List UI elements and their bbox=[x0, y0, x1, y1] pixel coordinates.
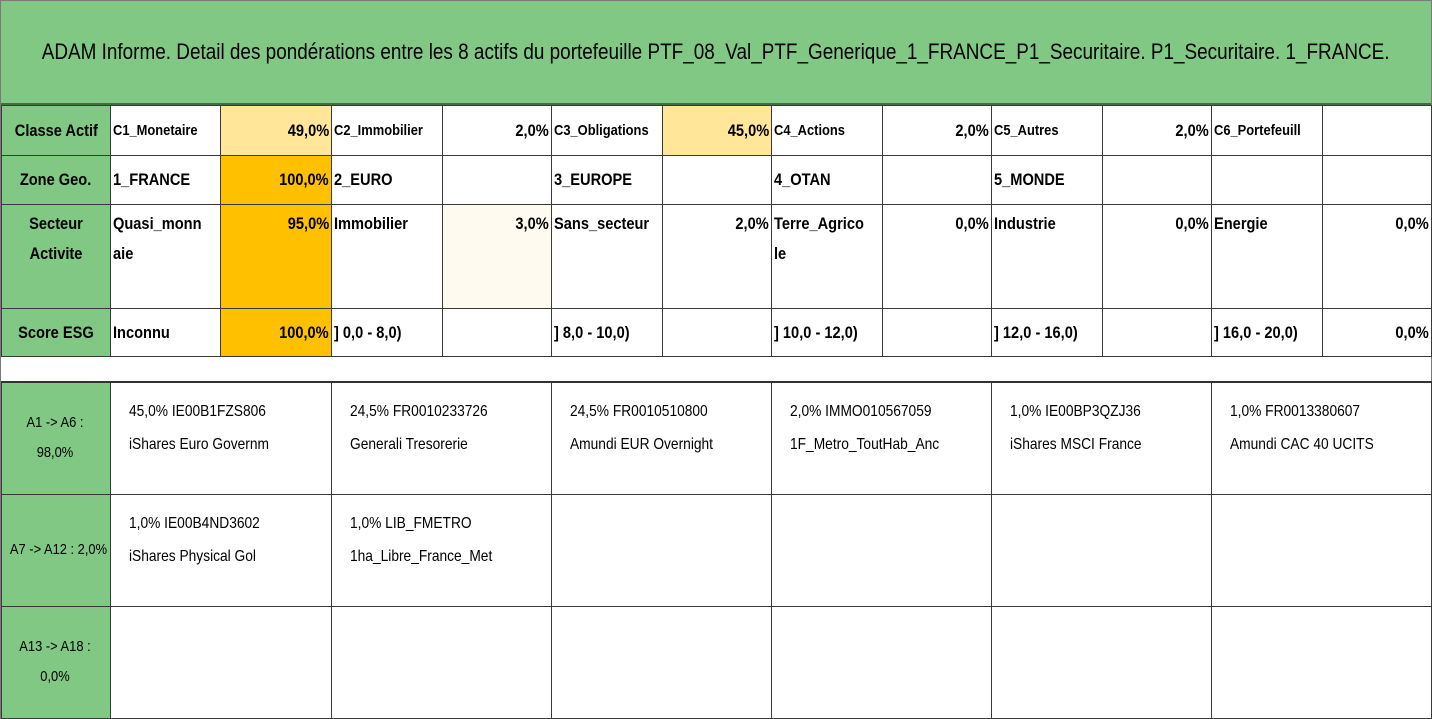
asset-cell-empty bbox=[551, 493, 772, 607]
zone-value-2 bbox=[442, 155, 552, 205]
weights-table: Classe Actif C1_Monetaire 49,0% C2_Immob… bbox=[1, 105, 1432, 357]
classe-value-5: 2,0% bbox=[1102, 105, 1212, 156]
asset-group-label: A7 -> A12 : 2,0% bbox=[1, 493, 111, 607]
classe-label-6: C6_Portefeuill bbox=[1211, 105, 1323, 156]
esg-value-6: 0,0% bbox=[1322, 308, 1432, 357]
row-score-esg: Score ESG Inconnu 100,0% ] 0,0 - 8,0) ] … bbox=[1, 308, 1432, 357]
classe-label-4: C4_Actions bbox=[771, 105, 883, 156]
esg-label-3: ] 8,0 - 10,0) bbox=[551, 308, 663, 357]
asset-cell-empty bbox=[331, 605, 552, 719]
asset-group-row: A13 -> A18 : 0,0% bbox=[1, 605, 1432, 719]
asset-cell: 1,0% IE00B4ND3602 iShares Physical Gol bbox=[110, 493, 332, 607]
asset-cell-empty bbox=[771, 493, 992, 607]
secteur-label-4: Terre_Agricole bbox=[771, 204, 883, 309]
classe-label-3: C3_Obligations bbox=[551, 105, 663, 156]
zone-label-2: 2_EURO bbox=[331, 155, 443, 205]
zone-value-5 bbox=[1102, 155, 1212, 205]
esg-label-4: ] 10,0 - 12,0) bbox=[771, 308, 883, 357]
asset-cell: 24,5% FR0010233726 Generali Tresorerie bbox=[331, 381, 552, 495]
secteur-label-2: Immobilier bbox=[331, 204, 443, 309]
secteur-value-5: 0,0% bbox=[1102, 204, 1212, 309]
row-header-zone: Zone Geo. bbox=[1, 155, 111, 205]
secteur-label-1: Quasi_monnaie bbox=[110, 204, 221, 309]
asset-cell-empty bbox=[551, 605, 772, 719]
asset-cell-empty bbox=[110, 605, 332, 719]
secteur-value-1: 95,0% bbox=[220, 204, 332, 309]
zone-value-4 bbox=[882, 155, 992, 205]
secteur-label-3: Sans_secteur bbox=[551, 204, 663, 309]
classe-label-1: C1_Monetaire bbox=[110, 105, 221, 156]
classe-label-2: C2_Immobilier bbox=[331, 105, 443, 156]
esg-value-4 bbox=[882, 308, 992, 357]
classe-value-1: 49,0% bbox=[220, 105, 332, 156]
row-header-secteur: Secteur Activite bbox=[1, 204, 111, 309]
esg-value-1: 100,0% bbox=[220, 308, 332, 357]
zone-value-1: 100,0% bbox=[220, 155, 332, 205]
secteur-value-4: 0,0% bbox=[882, 204, 992, 309]
asset-group-label: A1 -> A6 : 98,0% bbox=[1, 381, 111, 495]
assets-table: A1 -> A6 : 98,0% 45,0% IE00B1FZS806 iShar… bbox=[1, 381, 1432, 719]
esg-label-2: ] 0,0 - 8,0) bbox=[331, 308, 443, 357]
asset-cell-empty bbox=[1211, 493, 1432, 607]
esg-value-5 bbox=[1102, 308, 1212, 357]
asset-cell-empty bbox=[991, 493, 1212, 607]
zone-value-3 bbox=[662, 155, 772, 205]
classe-value-2: 2,0% bbox=[442, 105, 552, 156]
zone-label-6 bbox=[1211, 155, 1323, 205]
asset-cell-empty bbox=[991, 605, 1212, 719]
secteur-label-6: Energie bbox=[1211, 204, 1323, 309]
esg-label-5: ] 12,0 - 16,0) bbox=[991, 308, 1103, 357]
title-bar: ADAM Informe. Detail des pondérations en… bbox=[1, 1, 1431, 105]
asset-cell: 24,5% FR0010510800 Amundi EUR Overnight bbox=[551, 381, 772, 495]
asset-cell-empty bbox=[1211, 605, 1432, 719]
secteur-value-6: 0,0% bbox=[1322, 204, 1432, 309]
asset-cell: 1,0% LIB_FMETRO 1ha_Libre_France_Met bbox=[331, 493, 552, 607]
zone-value-6 bbox=[1322, 155, 1432, 205]
asset-cell: 2,0% IMMO010567059 1F_Metro_ToutHab_Anc bbox=[771, 381, 992, 495]
row-header-esg: Score ESG bbox=[1, 308, 111, 357]
classe-value-3: 45,0% bbox=[662, 105, 772, 156]
secteur-value-3: 2,0% bbox=[662, 204, 772, 309]
secteur-value-2: 3,0% bbox=[442, 204, 552, 309]
esg-value-2 bbox=[442, 308, 552, 357]
esg-value-3 bbox=[662, 308, 772, 357]
row-classe-actif: Classe Actif C1_Monetaire 49,0% C2_Immob… bbox=[1, 105, 1432, 156]
row-secteur-activite: Secteur Activite Quasi_monnaie 95,0% Imm… bbox=[1, 204, 1432, 309]
asset-cell: 1,0% IE00BP3QZJ36 iShares MSCI France bbox=[991, 381, 1212, 495]
asset-group-row: A7 -> A12 : 2,0% 1,0% IE00B4ND3602 iShare… bbox=[1, 493, 1432, 607]
esg-label-6: ] 16,0 - 20,0) bbox=[1211, 308, 1323, 357]
classe-value-4: 2,0% bbox=[882, 105, 992, 156]
esg-label-1: Inconnu bbox=[110, 308, 221, 357]
secteur-label-5: Industrie bbox=[991, 204, 1103, 309]
classe-value-6 bbox=[1322, 105, 1432, 156]
zone-label-1: 1_FRANCE bbox=[110, 155, 221, 205]
row-zone-geo: Zone Geo. 1_FRANCE 100,0% 2_EURO 3_EUROP… bbox=[1, 155, 1432, 205]
asset-cell: 45,0% IE00B1FZS806 iShares Euro Governm bbox=[110, 381, 332, 495]
asset-cell: 1,0% FR0013380607 Amundi CAC 40 UCITS bbox=[1211, 381, 1432, 495]
asset-group-label: A13 -> A18 : 0,0% bbox=[1, 605, 111, 719]
asset-cell-empty bbox=[771, 605, 992, 719]
zone-label-4: 4_OTAN bbox=[771, 155, 883, 205]
asset-group-row: A1 -> A6 : 98,0% 45,0% IE00B1FZS806 iShar… bbox=[1, 381, 1432, 495]
report-title: ADAM Informe. Detail des pondérations en… bbox=[42, 39, 1390, 64]
zone-label-5: 5_MONDE bbox=[991, 155, 1103, 205]
row-header-classe: Classe Actif bbox=[1, 105, 111, 156]
zone-label-3: 3_EUROPE bbox=[551, 155, 663, 205]
classe-label-5: C5_Autres bbox=[991, 105, 1103, 156]
